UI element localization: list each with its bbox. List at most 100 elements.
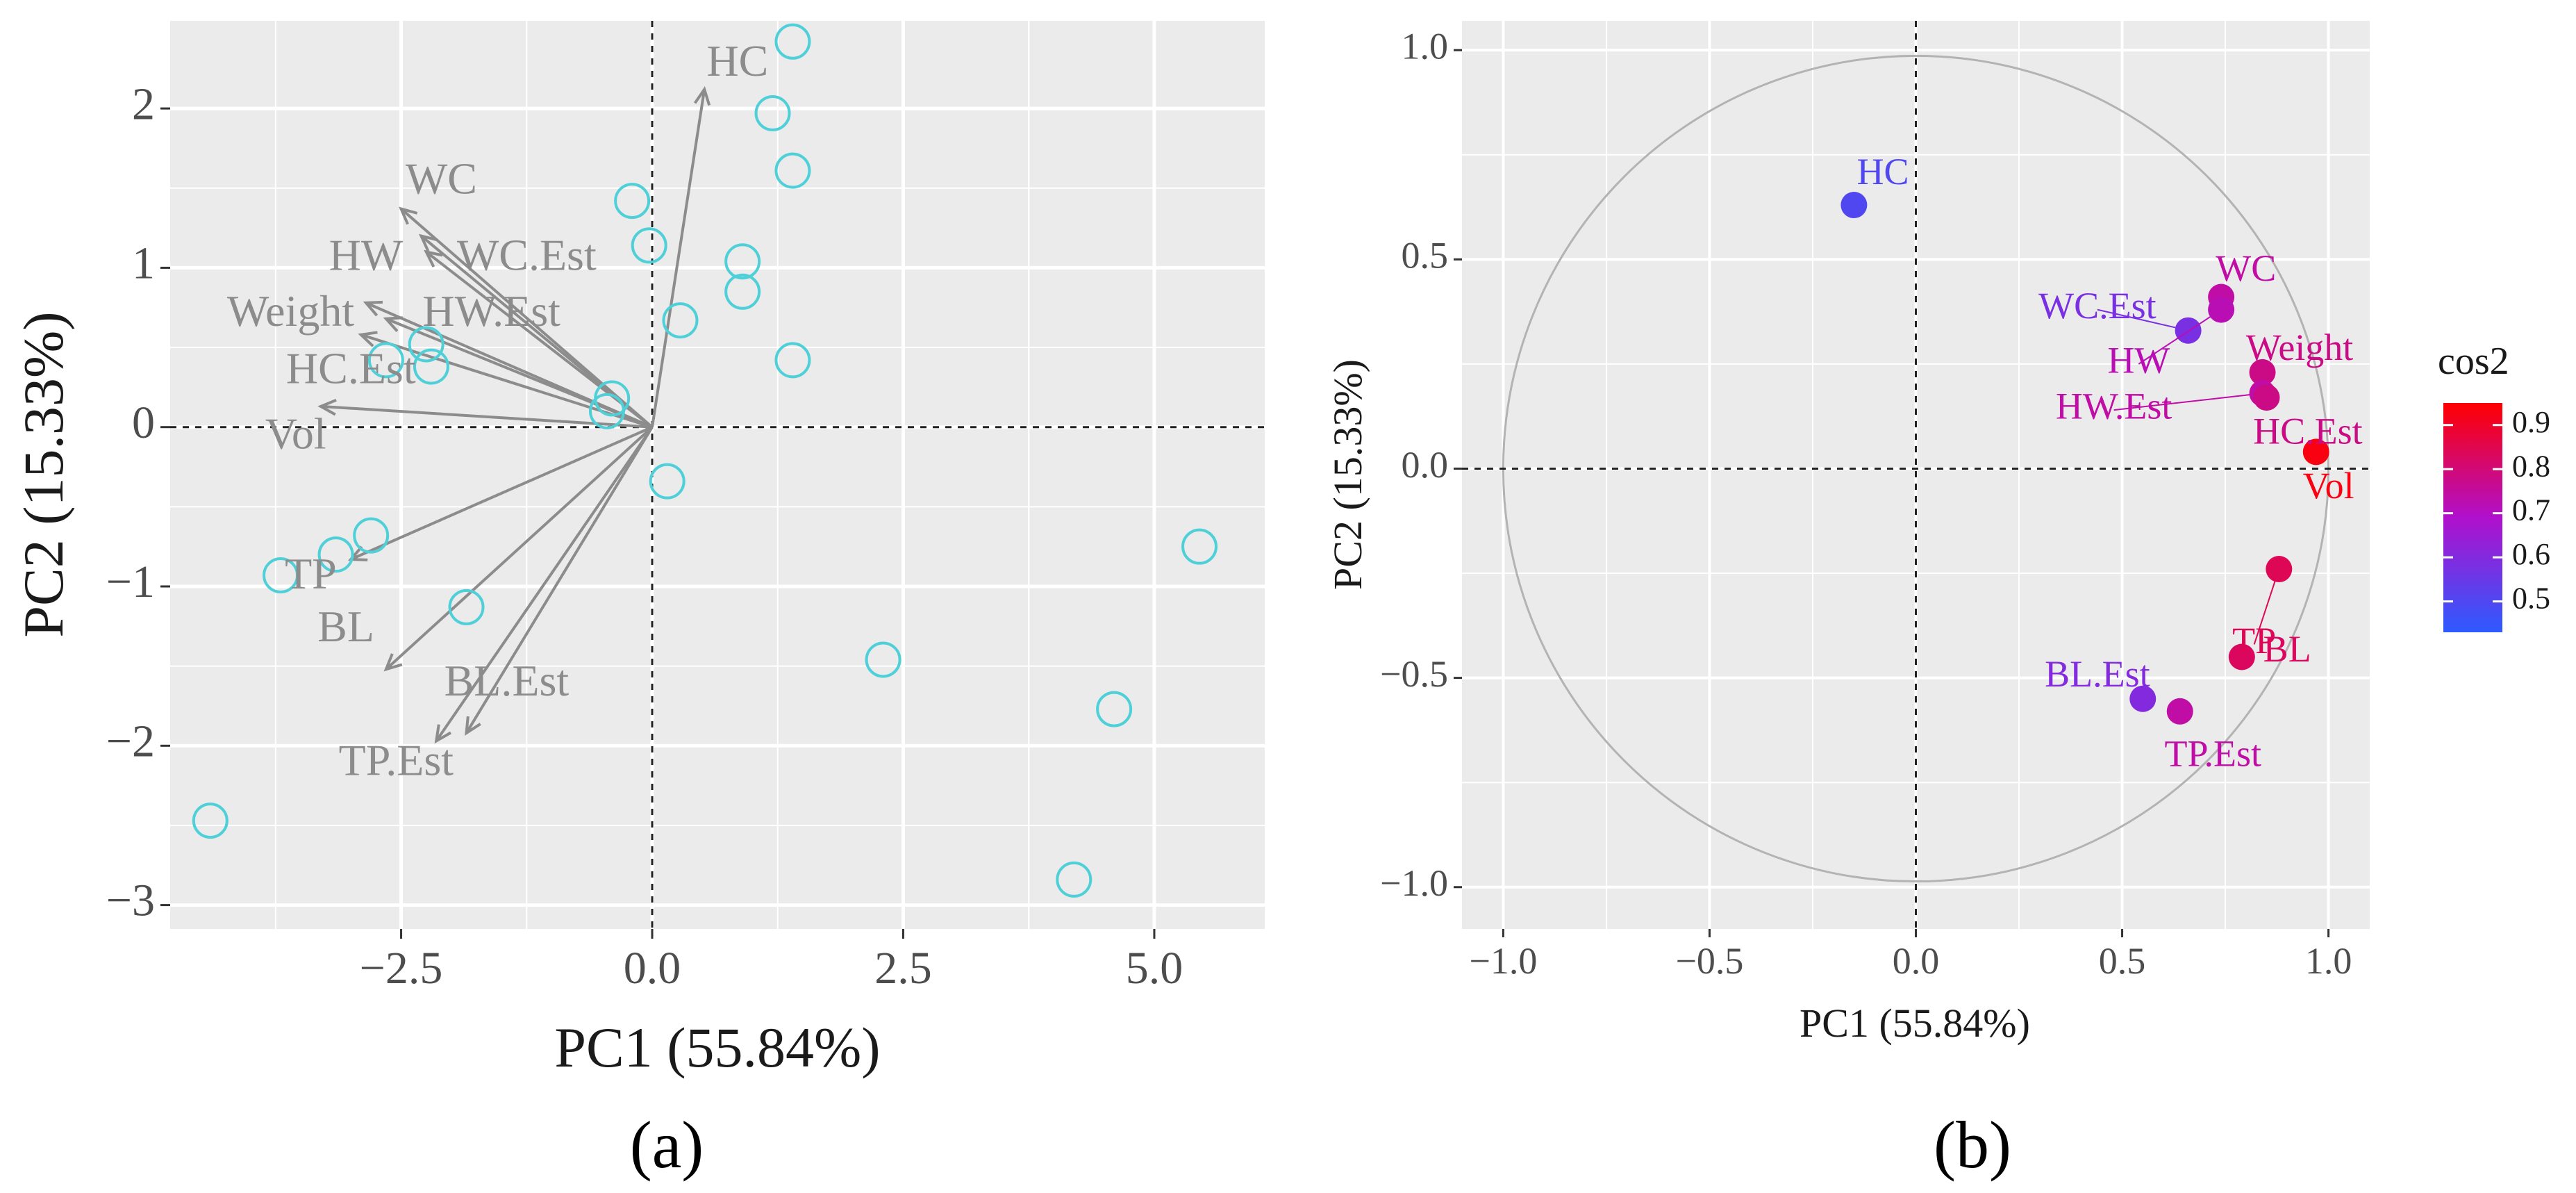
variable-label-HC.Est: HC.Est <box>2253 411 2363 452</box>
variable-label-WC.Est: WC.Est <box>2038 285 2157 327</box>
legend-tick-label: 0.7 <box>2512 493 2550 527</box>
observation-point <box>413 348 449 385</box>
panel-b-points <box>1840 192 2329 725</box>
observation-point <box>774 23 811 60</box>
arrow-shaft <box>350 425 653 561</box>
variable-label-HC: HC <box>1856 151 1909 192</box>
observation-point <box>724 243 761 280</box>
y-tick-label: 1.0 <box>1402 26 1449 67</box>
arrow-head <box>418 233 438 252</box>
variable-point-TP <box>2266 556 2293 583</box>
arrow-label-HC: HC <box>706 36 768 85</box>
arrow-shaft <box>385 426 654 670</box>
arrow-head <box>465 716 481 736</box>
variable-label-HW.Est: HW.Est <box>2056 386 2172 427</box>
arrow-label-HW: HW <box>329 231 404 280</box>
variable-point-HC.Est <box>2253 384 2280 411</box>
observation-point <box>754 94 791 131</box>
observation-point <box>1056 861 1092 898</box>
y-tick-label: 2 <box>132 79 155 129</box>
arrow-head <box>693 86 711 106</box>
observation-point <box>367 342 404 379</box>
variable-label-WC: WC <box>2216 247 2276 289</box>
y-tick-label: 0 <box>132 397 155 448</box>
arrow-shaft <box>465 426 654 734</box>
variable-point-Weight <box>2249 359 2276 386</box>
panel-b-zero-lines <box>1462 21 2370 929</box>
arrow-label-HW.Est: HW.Est <box>422 286 560 336</box>
legend-tick-label: 0.9 <box>2512 405 2550 439</box>
arrow-shaft <box>435 426 654 742</box>
legend-title: cos2 <box>2438 340 2509 383</box>
legend-tick-label: 0.8 <box>2512 449 2550 483</box>
arrow-label-HC.Est: HC.Est <box>286 343 416 393</box>
panel-b-letter: (b) <box>1934 1108 2011 1182</box>
arrow-head <box>424 249 443 268</box>
label-leader-line <box>2253 568 2280 645</box>
cos2-legend: cos2 0.5 0.6 0.7 0.8 0.9 <box>2438 340 2550 632</box>
arrow-HW.Est <box>383 316 653 429</box>
legend-ticks: 0.5 0.6 0.7 0.8 0.9 <box>2443 405 2550 616</box>
panel-a-x-axis-title: PC1 (55.84%) <box>554 1016 880 1079</box>
variable-label-Weight: Weight <box>2246 327 2354 368</box>
panel-b-x-axis: −1.0 −0.5 0.0 0.5 1.0 <box>1469 929 2352 982</box>
arrow-head <box>363 300 383 317</box>
y-tick-label: 0.0 <box>1402 444 1449 486</box>
variable-point-BL <box>2228 643 2255 670</box>
arrow-label-TP: TP <box>285 549 337 598</box>
observation-point <box>649 463 685 500</box>
panel-a-x-axis: −2.5 0.0 2.5 5.0 <box>360 929 1183 994</box>
y-tick-label: 1 <box>132 238 155 289</box>
variable-label-Vol: Vol <box>2303 465 2354 507</box>
variable-label-TP.Est: TP.Est <box>2164 732 2261 774</box>
arrow-shaft <box>425 250 654 429</box>
x-tick-label: 1.0 <box>2305 940 2352 982</box>
panel-b-y-axis: −1.0 −0.5 0.0 0.5 1.0 <box>1380 26 1462 904</box>
arrow-WC.Est <box>424 249 654 429</box>
x-tick-label: 0.5 <box>2099 940 2146 982</box>
arrow-label-Weight: Weight <box>227 286 354 336</box>
observation-point <box>353 517 390 554</box>
observation-point <box>448 589 485 625</box>
variable-label-BL.Est: BL.Est <box>2045 653 2150 695</box>
observation-point <box>1181 528 1218 565</box>
arrow-label-BL: BL <box>317 602 374 651</box>
panel-b-x-axis-title: PC1 (55.84%) <box>1800 1001 2030 1046</box>
arrow-TP.Est <box>434 426 654 744</box>
observation-point <box>408 326 444 363</box>
y-tick-label: −1.0 <box>1380 862 1448 904</box>
observation-point <box>724 273 761 310</box>
x-tick-label: 5.0 <box>1126 943 1183 994</box>
x-tick-label: −2.5 <box>360 943 443 994</box>
observation-point <box>317 536 354 573</box>
observation-point <box>192 803 228 839</box>
arrow-head <box>399 206 418 225</box>
observation-point <box>1096 691 1133 727</box>
panel-a-points <box>192 23 1218 898</box>
label-leader-line <box>2097 308 2188 331</box>
arrow-label-WC: WC <box>406 154 477 204</box>
arrow-shaft <box>651 89 706 428</box>
variable-point-TP.Est <box>2166 698 2193 725</box>
variable-point-HC <box>1840 192 1868 219</box>
arrow-head <box>358 331 378 347</box>
y-tick-label: 0.5 <box>1402 235 1449 277</box>
variable-label-BL: BL <box>2263 628 2311 670</box>
observation-point <box>774 152 811 189</box>
arrow-label-BL.Est: BL.Est <box>444 656 570 705</box>
y-tick-label: −0.5 <box>1380 653 1448 695</box>
observation-point <box>263 557 299 593</box>
observation-point <box>631 227 667 264</box>
arrow-label-TP.Est: TP.Est <box>339 736 454 785</box>
arrow-label-WC.Est: WC.Est <box>457 231 597 280</box>
arrow-shaft <box>385 317 653 429</box>
observation-point <box>774 342 811 379</box>
panel-a-letter: (a) <box>630 1108 704 1182</box>
variable-point-HW <box>2208 296 2235 323</box>
arrow-head <box>383 316 403 332</box>
arrow-HC <box>651 86 711 428</box>
x-tick-label: 0.0 <box>624 943 681 994</box>
